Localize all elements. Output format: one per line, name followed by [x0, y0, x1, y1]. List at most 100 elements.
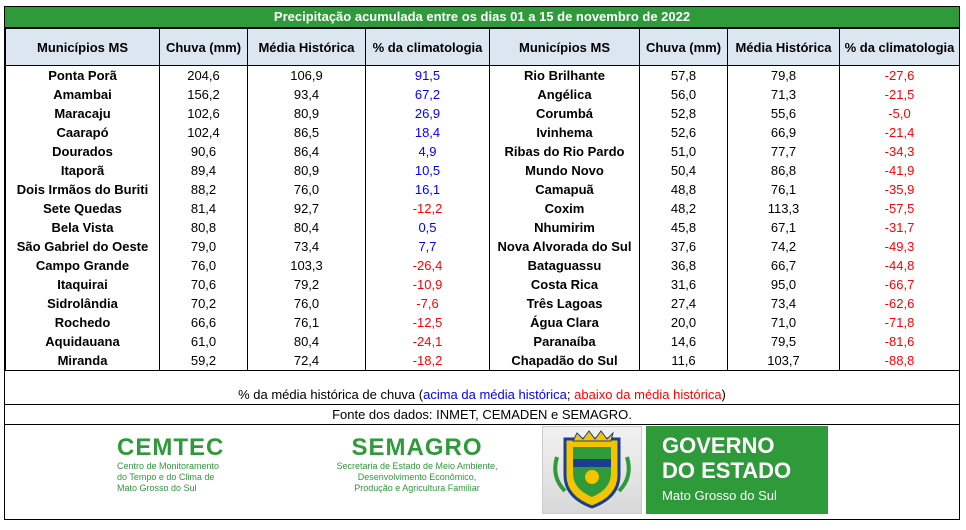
table-row: Itaporã 89,4 80,9 10,5 Mundo Novo 50,4 86,8 -41… [5, 161, 960, 180]
media-cell: 66,9 [727, 123, 840, 142]
pct-cell: -49,3 [839, 237, 960, 256]
cemtec-line: Mato Grosso do Sul [117, 483, 197, 493]
chuva-cell: 156,2 [159, 85, 248, 104]
header-municipio-right: Municípios MS [489, 28, 640, 66]
chuva-cell: 80,8 [159, 218, 248, 237]
table-row: Bela Vista 80,8 80,4 0,5 Nhumirim 45,8 67,1 -31… [5, 218, 960, 237]
governo-logo: GOVERNO DO ESTADO Mato Grosso do Sul [542, 426, 828, 514]
pct-cell: -18,2 [365, 351, 490, 371]
chuva-cell: 37,6 [639, 237, 728, 256]
chuva-cell: 51,0 [639, 142, 728, 161]
municipio-cell: Maracaju [5, 104, 160, 123]
cemtec-line: Centro de Monitoramento [117, 461, 220, 471]
pct-cell: 16,1 [365, 180, 490, 199]
legend-note: % da média histórica de chuva (acima da … [5, 385, 959, 405]
municipio-cell: Rio Brilhante [489, 65, 640, 85]
pct-cell: -27,6 [839, 65, 960, 85]
chuva-cell: 89,4 [159, 161, 248, 180]
header-media-right: Média Histórica [727, 28, 840, 66]
media-cell: 79,2 [247, 275, 366, 294]
chuva-cell: 81,4 [159, 199, 248, 218]
municipio-cell: Nova Alvorada do Sul [489, 237, 640, 256]
municipio-cell: Coxim [489, 199, 640, 218]
legend-separator: ; [566, 387, 575, 402]
legend-above: acima da média histórica [423, 387, 567, 402]
municipio-cell: Mundo Novo [489, 161, 640, 180]
municipio-cell: São Gabriel do Oeste [5, 237, 160, 256]
semagro-line: Produção e Agricultura Familiar [354, 483, 480, 493]
pct-cell: -66,7 [839, 275, 960, 294]
pct-cell: 0,5 [365, 218, 490, 237]
governo-line3: Mato Grosso do Sul [662, 488, 777, 503]
municipio-cell: Miranda [5, 351, 160, 371]
chuva-cell: 52,8 [639, 104, 728, 123]
report-title: Precipitação acumulada entre os dias 01 … [5, 7, 959, 28]
legend-suffix: ) [721, 387, 726, 402]
municipio-cell: Ivinhema [489, 123, 640, 142]
pct-cell: -88,8 [839, 351, 960, 371]
chuva-cell: 102,4 [159, 123, 248, 142]
pct-cell: -26,4 [365, 256, 490, 275]
chuva-cell: 88,2 [159, 180, 248, 199]
pct-cell: -21,4 [839, 123, 960, 142]
media-cell: 76,0 [247, 180, 366, 199]
pct-cell: -41,9 [839, 161, 960, 180]
municipio-cell: Rochedo [5, 313, 160, 332]
pct-cell: 7,7 [365, 237, 490, 256]
media-cell: 76,0 [247, 294, 366, 313]
pct-cell: -7,6 [365, 294, 490, 313]
chuva-cell: 52,6 [639, 123, 728, 142]
table-row: Maracaju 102,6 80,9 26,9 Corumbá 52,8 55,6 -5,0 [5, 104, 960, 123]
media-cell: 77,7 [727, 142, 840, 161]
media-cell: 93,4 [247, 85, 366, 104]
media-cell: 79,5 [727, 332, 840, 351]
municipio-cell: Campo Grande [5, 256, 160, 275]
table-row: Caarapó 102,4 86,5 18,4 Ivinhema 52,6 66,9 -21,… [5, 123, 960, 142]
municipio-cell: Costa Rica [489, 275, 640, 294]
media-cell: 67,1 [727, 218, 840, 237]
pct-cell: -57,5 [839, 199, 960, 218]
media-cell: 103,7 [727, 351, 840, 371]
semagro-line: Desenvolvimento Econômico, [357, 472, 477, 482]
pct-cell: -21,5 [839, 85, 960, 104]
municipio-cell: Sete Quedas [5, 199, 160, 218]
media-cell: 113,3 [727, 199, 840, 218]
municipio-cell: Camapuã [489, 180, 640, 199]
chuva-cell: 31,6 [639, 275, 728, 294]
pct-cell: -71,8 [839, 313, 960, 332]
table-row: Aquidauana 61,0 80,4 -24,1 Paranaíba 14,6 79,5… [5, 332, 960, 351]
header-pct-left: % da climatologia [365, 28, 490, 66]
table-row: Campo Grande 76,0 103,3 -26,4 Bataguassu 36,8… [5, 256, 960, 275]
pct-cell: -24,1 [365, 332, 490, 351]
municipio-cell: Bela Vista [5, 218, 160, 237]
pct-cell: -34,3 [839, 142, 960, 161]
table-row: Dourados 90,6 86,4 4,9 Ribas do Rio Pardo 51,… [5, 142, 960, 161]
pct-cell: -10,9 [365, 275, 490, 294]
pct-cell: 4,9 [365, 142, 490, 161]
municipio-cell: Dois Irmãos do Buriti [5, 180, 160, 199]
pct-cell: -5,0 [839, 104, 960, 123]
media-cell: 103,3 [247, 256, 366, 275]
pct-cell: -81,6 [839, 332, 960, 351]
pct-cell: 91,5 [365, 65, 490, 85]
media-cell: 92,7 [247, 199, 366, 218]
media-cell: 71,0 [727, 313, 840, 332]
media-cell: 79,8 [727, 65, 840, 85]
table-row: Sete Quedas 81,4 92,7 -12,2 Coxim 48,2 113,3 -5… [5, 199, 960, 218]
media-cell: 106,9 [247, 65, 366, 85]
semagro-name: SEMAGRO [351, 434, 483, 461]
chuva-cell: 48,8 [639, 180, 728, 199]
pct-cell: 26,9 [365, 104, 490, 123]
cemtec-line: do Tempo e do Clima de [117, 472, 215, 482]
chuva-cell: 61,0 [159, 332, 248, 351]
media-cell: 80,9 [247, 161, 366, 180]
pct-cell: -12,2 [365, 199, 490, 218]
table-row: São Gabriel do Oeste 79,0 73,4 7,7 Nova Alvo… [5, 237, 960, 256]
header-municipio-left: Municípios MS [5, 28, 160, 66]
pct-cell: -35,9 [839, 180, 960, 199]
chuva-cell: 36,8 [639, 256, 728, 275]
chuva-cell: 56,0 [639, 85, 728, 104]
header-chuva-left: Chuva (mm) [159, 28, 248, 66]
chuva-cell: 14,6 [639, 332, 728, 351]
municipio-cell: Itaporã [5, 161, 160, 180]
